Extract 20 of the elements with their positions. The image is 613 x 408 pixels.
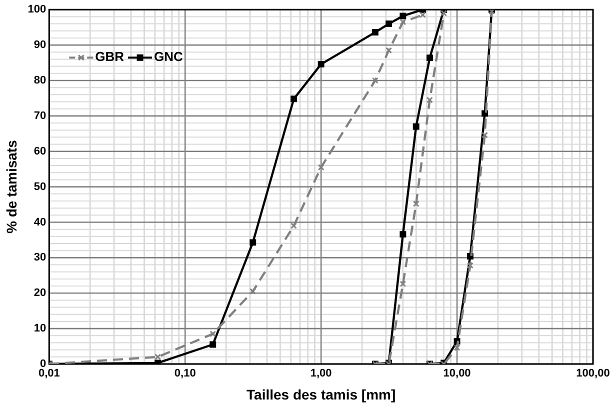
y-tick-label: 50	[34, 180, 46, 193]
legend-label: GNC	[154, 49, 184, 64]
y-tick-label: 60	[34, 145, 46, 158]
y-tick-label: 30	[34, 252, 46, 264]
y-tick-label: 40	[34, 216, 46, 228]
y-tick-label: 20	[34, 287, 46, 300]
y-tick-label: 80	[34, 74, 46, 87]
legend-label: GBR	[95, 49, 125, 64]
x-tick-label: 100,00	[576, 368, 610, 380]
y-tick-label: 100	[28, 4, 46, 16]
x-tick-label: 10,00	[443, 368, 471, 380]
x-tick-label: 0,01	[38, 368, 60, 380]
y-tick-label: 0	[40, 358, 46, 370]
y-axis-title: % de tamisats	[3, 140, 20, 234]
x-tick-label: 0,10	[174, 368, 196, 380]
y-tick-label: 70	[34, 110, 46, 122]
x-tick-label: 1,00	[310, 368, 332, 380]
y-tick-label: 10	[34, 322, 46, 335]
x-axis-title: Tailles des tamis [mm]	[246, 386, 396, 402]
y-tick-label: 90	[34, 39, 46, 52]
